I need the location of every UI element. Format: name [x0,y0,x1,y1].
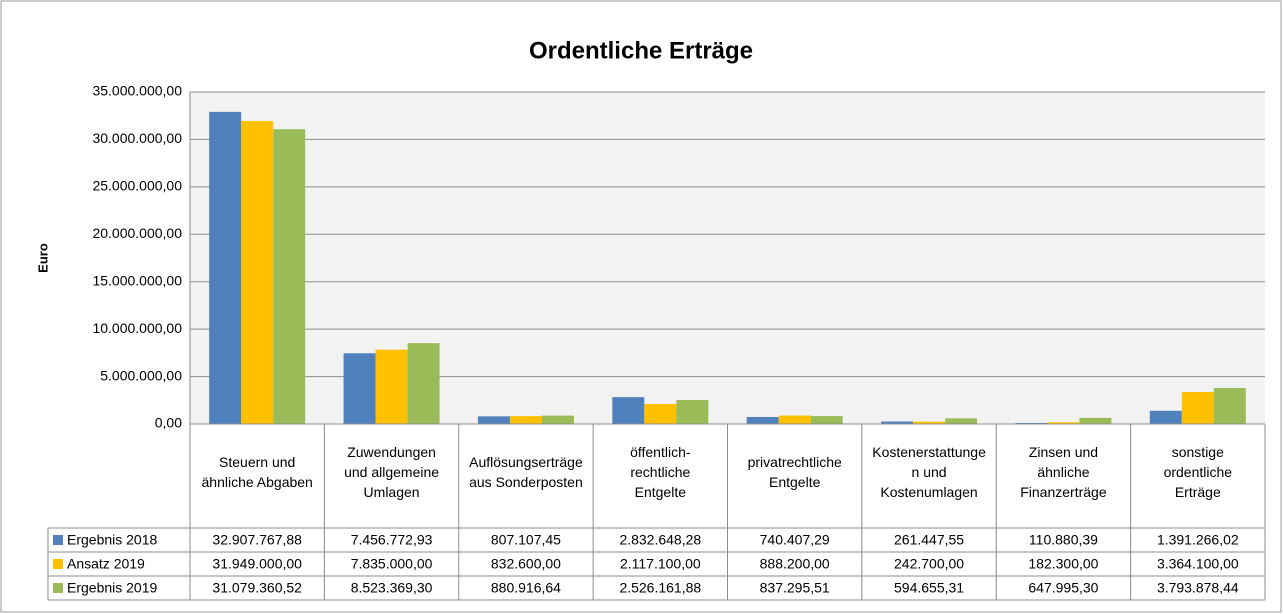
table-value: 7.835.000,00 [351,556,433,572]
table-value: 2.526.161,88 [619,580,701,596]
y-tick-label: 5.000.000,00 [100,367,182,383]
legend-label: Ansatz 2019 [67,556,145,572]
table-value: 2.117.100,00 [620,556,701,572]
bar [746,416,779,424]
bar [945,418,978,424]
table-value: 31.079.360,52 [212,580,302,596]
table-value: 7.456.772,93 [351,532,433,548]
table-value: 594.655,31 [894,580,964,596]
category-label: sonstige ordentliche Erträge [1163,444,1233,500]
table-value: 242.700,00 [894,556,964,572]
category-label: Auflösungserträge aus Sonderposten [469,454,583,490]
legend-label: Ergebnis 2019 [67,580,158,596]
category-label: privatrechtliche Entgelte [747,454,842,490]
category-label: Kostenerstattungen und Kostenumlagen [872,444,986,500]
bar [1213,388,1246,424]
y-tick-label: 35.000.000,00 [92,83,182,99]
category-label: öffentlich-rechtliche Entgelte [630,444,691,500]
bar [209,111,242,424]
bar [541,415,574,424]
bar [509,416,542,424]
y-tick-label: 0,00 [155,415,182,431]
table-value: 647.995,30 [1028,580,1098,596]
bar [1047,422,1080,424]
table-value: 880.916,64 [491,580,561,596]
table-value: 3.364.100,00 [1157,556,1239,572]
bar [676,400,709,424]
bar [273,129,306,424]
bar [343,353,376,424]
legend-swatch [53,583,63,593]
bar [778,415,811,424]
bar [612,397,645,424]
y-tick-label: 30.000.000,00 [92,130,182,146]
bar [1079,417,1112,424]
bar [1181,392,1214,424]
table-value: 110.880,39 [1029,532,1098,548]
chart-title: Ordentliche Erträge [529,37,753,64]
y-tick-label: 15.000.000,00 [92,272,182,288]
category-label: Zuwendungen und allgemeine Umlagen [344,444,440,500]
bar [1015,422,1048,424]
table-value: 182.300,00 [1028,556,1098,572]
legend-swatch [53,535,63,545]
y-axis-label: Euro [35,243,50,273]
y-tick-label: 20.000.000,00 [92,225,182,241]
category-label: Steuern und ähnliche Abgaben [201,454,313,490]
table-value: 740.407,29 [760,532,830,548]
bar [644,403,677,424]
y-tick-label: 10.000.000,00 [92,320,182,336]
table-value: 32.907.767,88 [212,532,302,548]
legend-label: Ergebnis 2018 [67,532,158,548]
table-value: 1.391.266,02 [1157,532,1239,548]
bar [881,421,914,424]
y-tick-label: 25.000.000,00 [92,178,182,194]
table-value: 8.523.369,30 [351,580,433,596]
category-label: Zinsen und ähnliche Finanzerträge [1020,444,1107,500]
table-value: 888.200,00 [760,556,830,572]
table-value: 31.949.000,00 [212,556,302,572]
bar [375,349,408,424]
table-value: 807.107,45 [491,532,561,548]
bar [407,343,440,424]
table-value: 2.832.648,28 [619,532,701,548]
bar [477,416,510,424]
bar [241,120,274,424]
table-value: 3.793.878,44 [1157,580,1239,596]
legend-swatch [53,559,63,569]
table-value: 261.447,55 [894,532,964,548]
bar [1149,410,1182,424]
bar [810,416,843,424]
table-value: 832.600,00 [491,556,561,572]
table-value: 837.295,51 [760,580,830,596]
bar [913,421,946,424]
